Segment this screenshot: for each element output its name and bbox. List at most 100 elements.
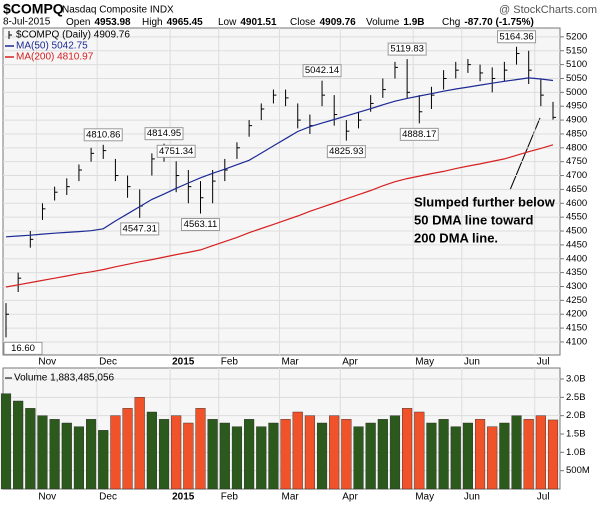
volume-bar	[402, 408, 413, 490]
price-label-box	[497, 30, 537, 44]
volume-bar	[353, 426, 364, 490]
x-tick-label: Mar	[282, 357, 300, 368]
stat-label: Close	[290, 17, 316, 28]
y-tick-label: 4800	[566, 142, 587, 153]
y-tick-label: 5000	[566, 87, 587, 98]
price-label: 16.60	[11, 343, 35, 354]
volume-bar	[377, 419, 388, 490]
x-tick-label: May	[415, 357, 434, 368]
volume-bar	[37, 415, 48, 490]
price-label-box	[399, 127, 439, 141]
volume-bar	[523, 419, 534, 490]
volume-bar	[134, 397, 145, 490]
stat-value: 1.9B	[403, 17, 424, 28]
volume-bar	[535, 415, 546, 490]
volume-bar	[231, 426, 243, 490]
x-tick-label: Apr	[342, 357, 358, 368]
y-tick-label: 1.5B	[566, 429, 586, 440]
legend-label: $COMPQ (Daily) 4909.76	[16, 30, 130, 41]
x-tick-label: Dec	[99, 492, 117, 503]
volume-bar	[341, 419, 352, 490]
stat-label: Open	[66, 17, 90, 28]
price-label: 4751.34	[159, 146, 193, 157]
x-tick-label: Nov	[38, 357, 56, 368]
legend-label: Volume 1,883,485,056	[14, 373, 115, 384]
volume-bar	[462, 422, 473, 490]
y-tick-label: 4700	[566, 170, 587, 181]
volume-bar	[13, 400, 24, 490]
stat-value: 4953.98	[94, 17, 131, 28]
x-tick-label: Jul	[537, 357, 550, 368]
stat-value: -87.70 (-1.75%)	[464, 17, 533, 28]
volume-bar	[146, 411, 157, 490]
y-tick-label: 4200	[566, 309, 587, 320]
x-tick-label: Jun	[464, 492, 480, 503]
y-tick-label: 4350	[566, 267, 587, 278]
y-tick-label: 5150	[566, 45, 587, 56]
volume-bar	[122, 408, 133, 490]
x-tick-label: Jun	[464, 357, 480, 368]
ma-line	[5, 144, 554, 288]
volume-bar	[25, 408, 36, 490]
price-label-box	[180, 218, 220, 232]
volume-bar	[98, 430, 109, 490]
stat-label: Low	[218, 17, 237, 28]
volume-bar	[365, 422, 376, 490]
y-tick-label: 4450	[566, 239, 587, 250]
y-tick-label: 4100	[566, 336, 587, 347]
annotation: 200 DMA line.	[414, 230, 498, 245]
volume-bar	[207, 419, 218, 490]
y-tick-label: 5100	[566, 59, 587, 70]
x-tick-label: Feb	[221, 357, 239, 368]
volume-bar	[61, 422, 72, 490]
volume-bar	[511, 415, 522, 490]
x-tick-label: Dec	[99, 357, 117, 368]
date: 8-Jul-2015	[3, 17, 51, 28]
volume-bar	[438, 419, 449, 490]
y-tick-label: 4550	[566, 212, 587, 223]
legend-label: MA(200) 4810.97	[16, 52, 94, 63]
volume-bar	[426, 422, 437, 490]
y-tick-label: 4900	[566, 115, 587, 126]
x-tick-label: Jul	[537, 492, 550, 503]
price-label: 4814.95	[147, 128, 181, 139]
y-tick-label: 2.0B	[566, 410, 586, 421]
y-tick-label: 500M	[566, 465, 590, 476]
price-label: 4888.17	[402, 129, 436, 140]
volume-bar	[389, 415, 401, 490]
y-tick-label: 4600	[566, 198, 587, 209]
y-tick-label: 3.0B	[566, 374, 586, 385]
volume-bar	[414, 411, 425, 490]
price-label: 5164.36	[499, 31, 533, 42]
stat: Open 4953.98	[66, 17, 131, 28]
price-label: 5119.83	[390, 44, 424, 55]
volume-bar	[171, 415, 182, 490]
stat-value: 4909.76	[320, 17, 357, 28]
price-label: 4563.11	[184, 219, 218, 230]
stat: Chg -87.70 (-1.75%)	[442, 17, 534, 28]
y-tick-label: 4750	[566, 156, 587, 167]
volume-bar	[158, 419, 170, 490]
price-label: 4825.93	[329, 146, 363, 157]
ma-line	[5, 77, 554, 238]
volume-bar	[256, 426, 267, 490]
y-tick-label: 4950	[566, 101, 587, 112]
stat: Close 4909.76	[290, 17, 356, 28]
price-label-box	[387, 42, 427, 56]
volume-bar	[475, 419, 486, 490]
price-label-box	[144, 127, 184, 141]
volume-bar	[86, 419, 97, 490]
volume-bar	[73, 426, 84, 490]
annotation: 50 DMA line toward	[414, 212, 533, 227]
stat: High 4965.45	[142, 17, 203, 28]
y-tick-label: 4150	[566, 323, 587, 334]
x-tick-label: Feb	[221, 492, 239, 503]
legend-label: MA(50) 5042.75	[16, 41, 88, 52]
volume-bar	[499, 422, 510, 490]
volume-bar	[110, 415, 121, 490]
volume-bar	[268, 422, 279, 490]
price-label-box	[120, 222, 160, 236]
x-tick-label: 2015	[172, 492, 195, 503]
y-tick-label: 4650	[566, 184, 587, 195]
